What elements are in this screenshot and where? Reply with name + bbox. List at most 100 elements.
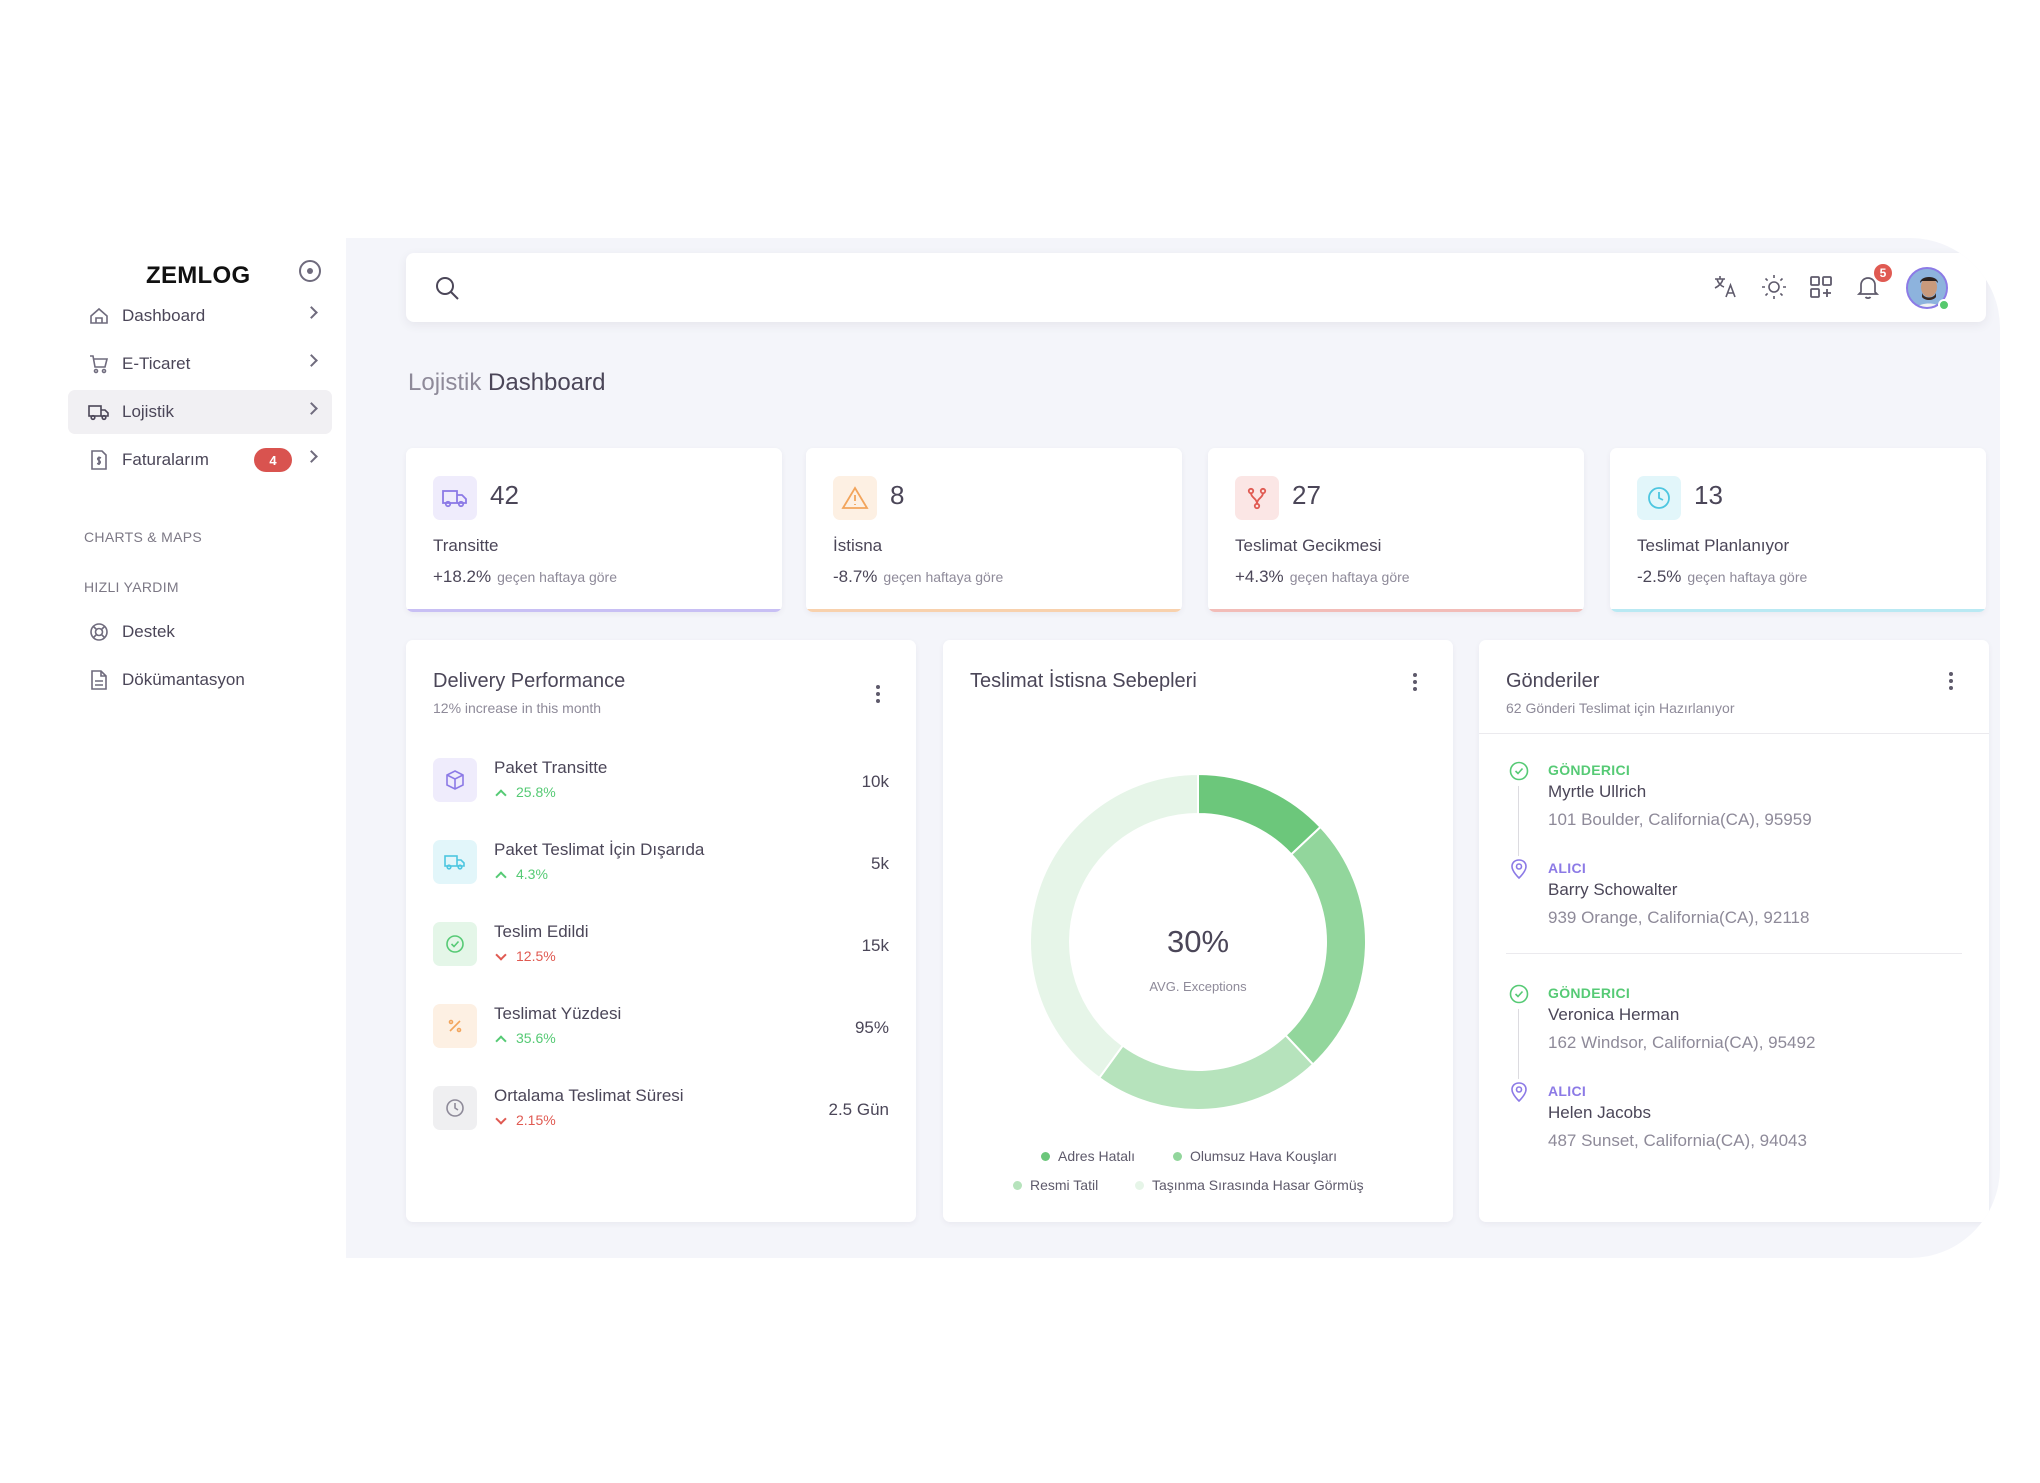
sidebar-item-dokumantasyon[interactable]: Dökümantasyon xyxy=(68,658,332,702)
stat-change-note: geçen haftaya göre xyxy=(883,569,1004,585)
timeline-line xyxy=(1518,786,1519,856)
sender-role: GÖNDERICI xyxy=(1548,985,1631,1001)
receiver-address: 487 Sunset, California(CA), 94043 xyxy=(1548,1131,1807,1150)
card-accent-bar xyxy=(406,609,782,612)
stat-change-value: +4.3% xyxy=(1235,567,1284,586)
sidebar-item-destek[interactable]: Destek xyxy=(68,610,332,654)
list-item: Teslim Edildi 12.5% 15k xyxy=(433,918,889,978)
notification-badge: 5 xyxy=(1872,262,1894,284)
lifebuoy-icon xyxy=(88,621,110,643)
chevron-right-icon xyxy=(305,402,318,415)
legend-label: Resmi Tatil xyxy=(1030,1177,1099,1193)
sun-icon[interactable] xyxy=(1760,273,1788,301)
exceptions-donut-chart: 30% AVG. Exceptions xyxy=(1029,772,1367,1111)
sidebar-item-lojistik[interactable]: Lojistik xyxy=(68,390,332,434)
more-options-icon[interactable] xyxy=(1948,672,1954,694)
metric-trend-value: 2.15% xyxy=(516,1112,556,1128)
brand-logo[interactable]: ZEMLOG xyxy=(146,262,251,289)
apps-grid-icon[interactable] xyxy=(1807,273,1835,301)
stat-card-planned: 13 Teslimat Planlanıyor -2.5% geçen hafta… xyxy=(1610,448,1986,612)
list-item: Paket Transitte 25.8% 10k xyxy=(433,754,889,814)
legend-item[interactable]: Adres Hatalı xyxy=(1041,1148,1135,1164)
legend-label: Olumsuz Hava Kouşları xyxy=(1190,1148,1338,1164)
exception-reasons-card: Teslimat İstisna Sebepleri 30% AVG. Exce… xyxy=(943,640,1453,1222)
stat-change: +4.3% geçen haftaya göre xyxy=(1235,567,1410,587)
app-frame: ZEMLOG Dashboard E-Ticaret Lojistik xyxy=(0,238,2000,1258)
sidebar-item-faturalarim[interactable]: Faturalarım 4 xyxy=(68,438,332,482)
list-item: Teslimat Yüzdesi 35.6% 95% xyxy=(433,1000,889,1060)
bell-icon[interactable] xyxy=(1854,273,1882,301)
legend-dot xyxy=(1173,1151,1182,1161)
invoice-icon xyxy=(88,449,110,471)
metric-trend-value: 12.5% xyxy=(516,948,556,964)
metric-name: Paket Teslimat İçin Dışarıda xyxy=(494,840,705,859)
stat-label: Transitte xyxy=(433,536,499,555)
metric-value: 10k xyxy=(861,772,889,791)
sender-name: Myrtle Ullrich xyxy=(1548,782,1647,801)
metric-trend: 12.5% xyxy=(495,948,556,964)
divider xyxy=(1479,733,1989,734)
metric-name: Teslim Edildi xyxy=(494,922,589,941)
receiver-role: ALICI xyxy=(1548,860,1587,876)
stat-label: Teslimat Planlanıyor xyxy=(1637,536,1790,555)
user-avatar[interactable] xyxy=(1906,267,1948,309)
legend-dot xyxy=(1041,1151,1050,1161)
stat-value: 13 xyxy=(1694,480,1723,510)
timeline-line xyxy=(1518,1009,1519,1079)
sidebar-item-eticaret[interactable]: E-Ticaret xyxy=(68,342,332,386)
arrow-up-icon xyxy=(495,870,507,883)
stat-change-value: -2.5% xyxy=(1637,567,1682,586)
donut-slice-1[interactable] xyxy=(1197,772,1322,856)
card-subtitle: 62 Gönderi Teslimat için Hazırlanıyor xyxy=(1506,700,1735,716)
chevron-right-icon xyxy=(305,450,318,463)
route-fork-icon xyxy=(1235,476,1279,520)
receiver-name: Barry Schowalter xyxy=(1548,880,1678,899)
sidebar-toggle-icon[interactable] xyxy=(299,260,321,282)
legend-item[interactable]: Olumsuz Hava Kouşları xyxy=(1173,1148,1337,1164)
page-title-prefix: Lojistik xyxy=(408,369,482,396)
stat-change-value: -8.7% xyxy=(833,567,878,586)
sender-address: 101 Boulder, California(CA), 95959 xyxy=(1548,810,1812,829)
stat-change: -2.5% geçen haftaya göre xyxy=(1637,567,1807,587)
cart-icon xyxy=(88,353,110,375)
sidebar-item-label: Destek xyxy=(122,622,175,641)
percent-icon xyxy=(433,1004,477,1048)
stat-change: -8.7% geçen haftaya göre xyxy=(833,567,1003,587)
receiver-address: 939 Orange, California(CA), 92118 xyxy=(1548,908,1810,927)
donut-center-value: 30% xyxy=(1167,924,1229,959)
metric-trend: 25.8% xyxy=(495,784,556,801)
sender-address: 162 Windsor, California(CA), 95492 xyxy=(1548,1033,1816,1052)
donut-slice-3[interactable] xyxy=(1097,1033,1315,1111)
metric-name: Teslimat Yüzdesi xyxy=(494,1004,622,1023)
stat-card-exception: 8 İstisna -8.7% geçen haftaya göre xyxy=(806,448,1182,612)
metric-name: Paket Transitte xyxy=(494,758,608,777)
stat-value: 8 xyxy=(890,480,905,510)
donut-center-label: AVG. Exceptions xyxy=(1149,979,1247,994)
location-pin-icon xyxy=(1511,859,1527,880)
translate-icon[interactable] xyxy=(1712,273,1740,301)
shipments-card: Gönderiler 62 Gönderi Teslimat için Hazı… xyxy=(1479,640,1989,1222)
check-circle-icon xyxy=(1509,984,1529,1004)
location-pin-icon xyxy=(1511,1082,1527,1103)
donut-slice-2[interactable] xyxy=(1284,825,1367,1066)
sidebar-item-label: Faturalarım xyxy=(122,450,209,469)
legend-item[interactable]: Resmi Tatil xyxy=(1013,1177,1098,1193)
stat-card-delay: 27 Teslimat Gecikmesi +4.3% geçen haftaya… xyxy=(1208,448,1584,612)
online-status-indicator xyxy=(1938,299,1950,311)
more-options-icon[interactable] xyxy=(875,685,881,707)
arrow-up-icon xyxy=(495,788,507,801)
metric-value: 95% xyxy=(854,1018,889,1037)
chevron-right-icon xyxy=(305,306,318,319)
legend-label: Taşınma Sırasında Hasar Görmüş xyxy=(1152,1177,1364,1193)
stat-card-transit: 42 Transitte +18.2% geçen haftaya göre xyxy=(406,448,782,612)
stat-change-value: +18.2% xyxy=(433,567,492,586)
list-item: Ortalama Teslimat Süresi 2.15% 2.5 Gün xyxy=(433,1082,889,1142)
donut-slice-4[interactable] xyxy=(1029,772,1199,1080)
invoice-count-badge: 4 xyxy=(254,448,292,472)
search-icon[interactable] xyxy=(434,275,460,301)
sidebar-item-dashboard[interactable]: Dashboard xyxy=(68,294,332,338)
legend-item[interactable]: Taşınma Sırasında Hasar Görmüş xyxy=(1135,1177,1364,1193)
truck-icon xyxy=(433,476,477,520)
more-options-icon[interactable] xyxy=(1412,673,1418,695)
stat-change-note: geçen haftaya göre xyxy=(1687,569,1808,585)
